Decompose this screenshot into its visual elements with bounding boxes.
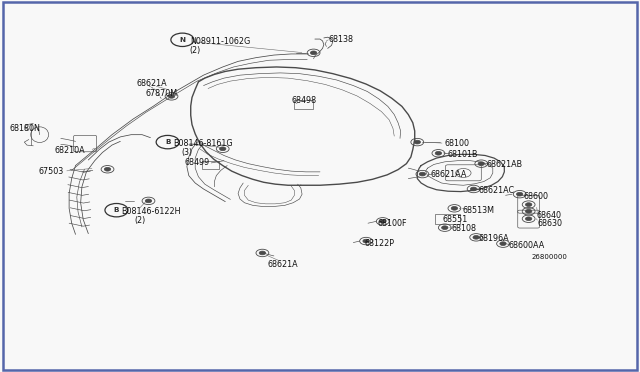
Text: 68122P: 68122P (365, 239, 395, 248)
Circle shape (380, 219, 386, 223)
Text: 26800000: 26800000 (531, 254, 567, 260)
Circle shape (104, 167, 111, 171)
Text: 67503: 67503 (38, 167, 63, 176)
Circle shape (145, 199, 152, 203)
Text: 68196A: 68196A (479, 234, 509, 243)
Circle shape (419, 172, 426, 176)
Circle shape (259, 251, 266, 255)
Text: (2): (2) (189, 46, 201, 55)
Text: B08146-6122H: B08146-6122H (122, 207, 181, 216)
Text: N08911-1062G: N08911-1062G (191, 37, 251, 46)
Circle shape (473, 235, 479, 239)
Text: 68621A: 68621A (136, 79, 167, 88)
Circle shape (451, 206, 458, 210)
Text: N: N (179, 37, 186, 43)
Circle shape (220, 147, 226, 151)
Text: (3): (3) (181, 148, 193, 157)
Text: 68621AB: 68621AB (486, 160, 522, 169)
Circle shape (525, 203, 532, 206)
Circle shape (478, 162, 484, 166)
Text: B08146-8161G: B08146-8161G (173, 139, 232, 148)
Text: 68630: 68630 (538, 219, 563, 228)
Text: B: B (165, 139, 170, 145)
Text: 68600AA: 68600AA (509, 241, 545, 250)
Text: 68100: 68100 (445, 139, 470, 148)
Text: 68100F: 68100F (378, 219, 407, 228)
Circle shape (435, 151, 442, 155)
Text: 68621AC: 68621AC (479, 186, 515, 195)
Circle shape (500, 242, 506, 246)
Text: B: B (114, 207, 119, 213)
Text: 68513M: 68513M (462, 206, 494, 215)
Circle shape (525, 217, 532, 221)
Text: 68498: 68498 (291, 96, 316, 105)
Circle shape (525, 209, 532, 213)
Text: 68640: 68640 (536, 211, 561, 219)
Circle shape (414, 140, 420, 144)
Circle shape (516, 192, 523, 196)
Circle shape (363, 239, 369, 243)
Circle shape (442, 226, 448, 230)
Text: 68499: 68499 (184, 158, 209, 167)
Text: 68138: 68138 (328, 35, 353, 44)
Text: (2): (2) (134, 216, 145, 225)
Text: 68621A: 68621A (268, 260, 298, 269)
Text: 68600: 68600 (524, 192, 548, 201)
Text: 68621AA: 68621AA (430, 170, 467, 179)
Text: 67870M: 67870M (146, 89, 178, 98)
Text: 68551: 68551 (443, 215, 468, 224)
Text: 68101B: 68101B (448, 150, 479, 159)
Text: 68180N: 68180N (10, 124, 40, 133)
Circle shape (310, 51, 317, 55)
Text: 68210A: 68210A (54, 146, 85, 155)
Circle shape (470, 187, 477, 191)
Circle shape (168, 94, 175, 98)
Text: 68108: 68108 (451, 224, 476, 233)
